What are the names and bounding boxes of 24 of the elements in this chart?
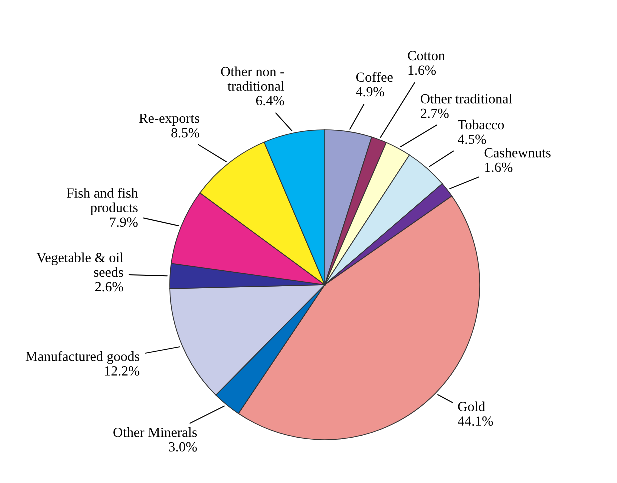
data-label: 44.1%	[458, 416, 494, 426]
slice-label: Tobacco	[458, 120, 504, 130]
slice-label: Fish and fish products	[66, 188, 138, 216]
data-label: 12.2%	[105, 366, 140, 376]
data-label: 2.6%	[96, 282, 124, 292]
data-label: 1.6%	[485, 162, 513, 172]
slice-label: Cotton	[408, 51, 446, 61]
slice-label: Other Minerals	[114, 428, 198, 438]
data-label: 3.0%	[169, 442, 198, 452]
data-label: 7.9%	[110, 218, 138, 228]
slice-label: Gold	[458, 402, 486, 412]
slice-label: Other traditional	[420, 94, 512, 104]
data-label: 6.4%	[256, 96, 284, 106]
slice-label: Re-exports	[139, 114, 200, 126]
data-label: 4.5%	[458, 134, 486, 144]
slice-label: Coffee	[356, 72, 393, 82]
data-label: 1.6%	[408, 66, 436, 76]
data-label: 2.7%	[421, 108, 449, 118]
slice-label: Other non - traditional	[221, 66, 284, 92]
slice-label: Cashewnuts	[484, 148, 551, 158]
slice-label: Manufactured goods	[26, 351, 140, 364]
data-label: 4.9%	[356, 87, 384, 97]
data-label: 8.5%	[172, 128, 200, 138]
slice-label: Vegetable & oil seeds	[36, 252, 124, 278]
